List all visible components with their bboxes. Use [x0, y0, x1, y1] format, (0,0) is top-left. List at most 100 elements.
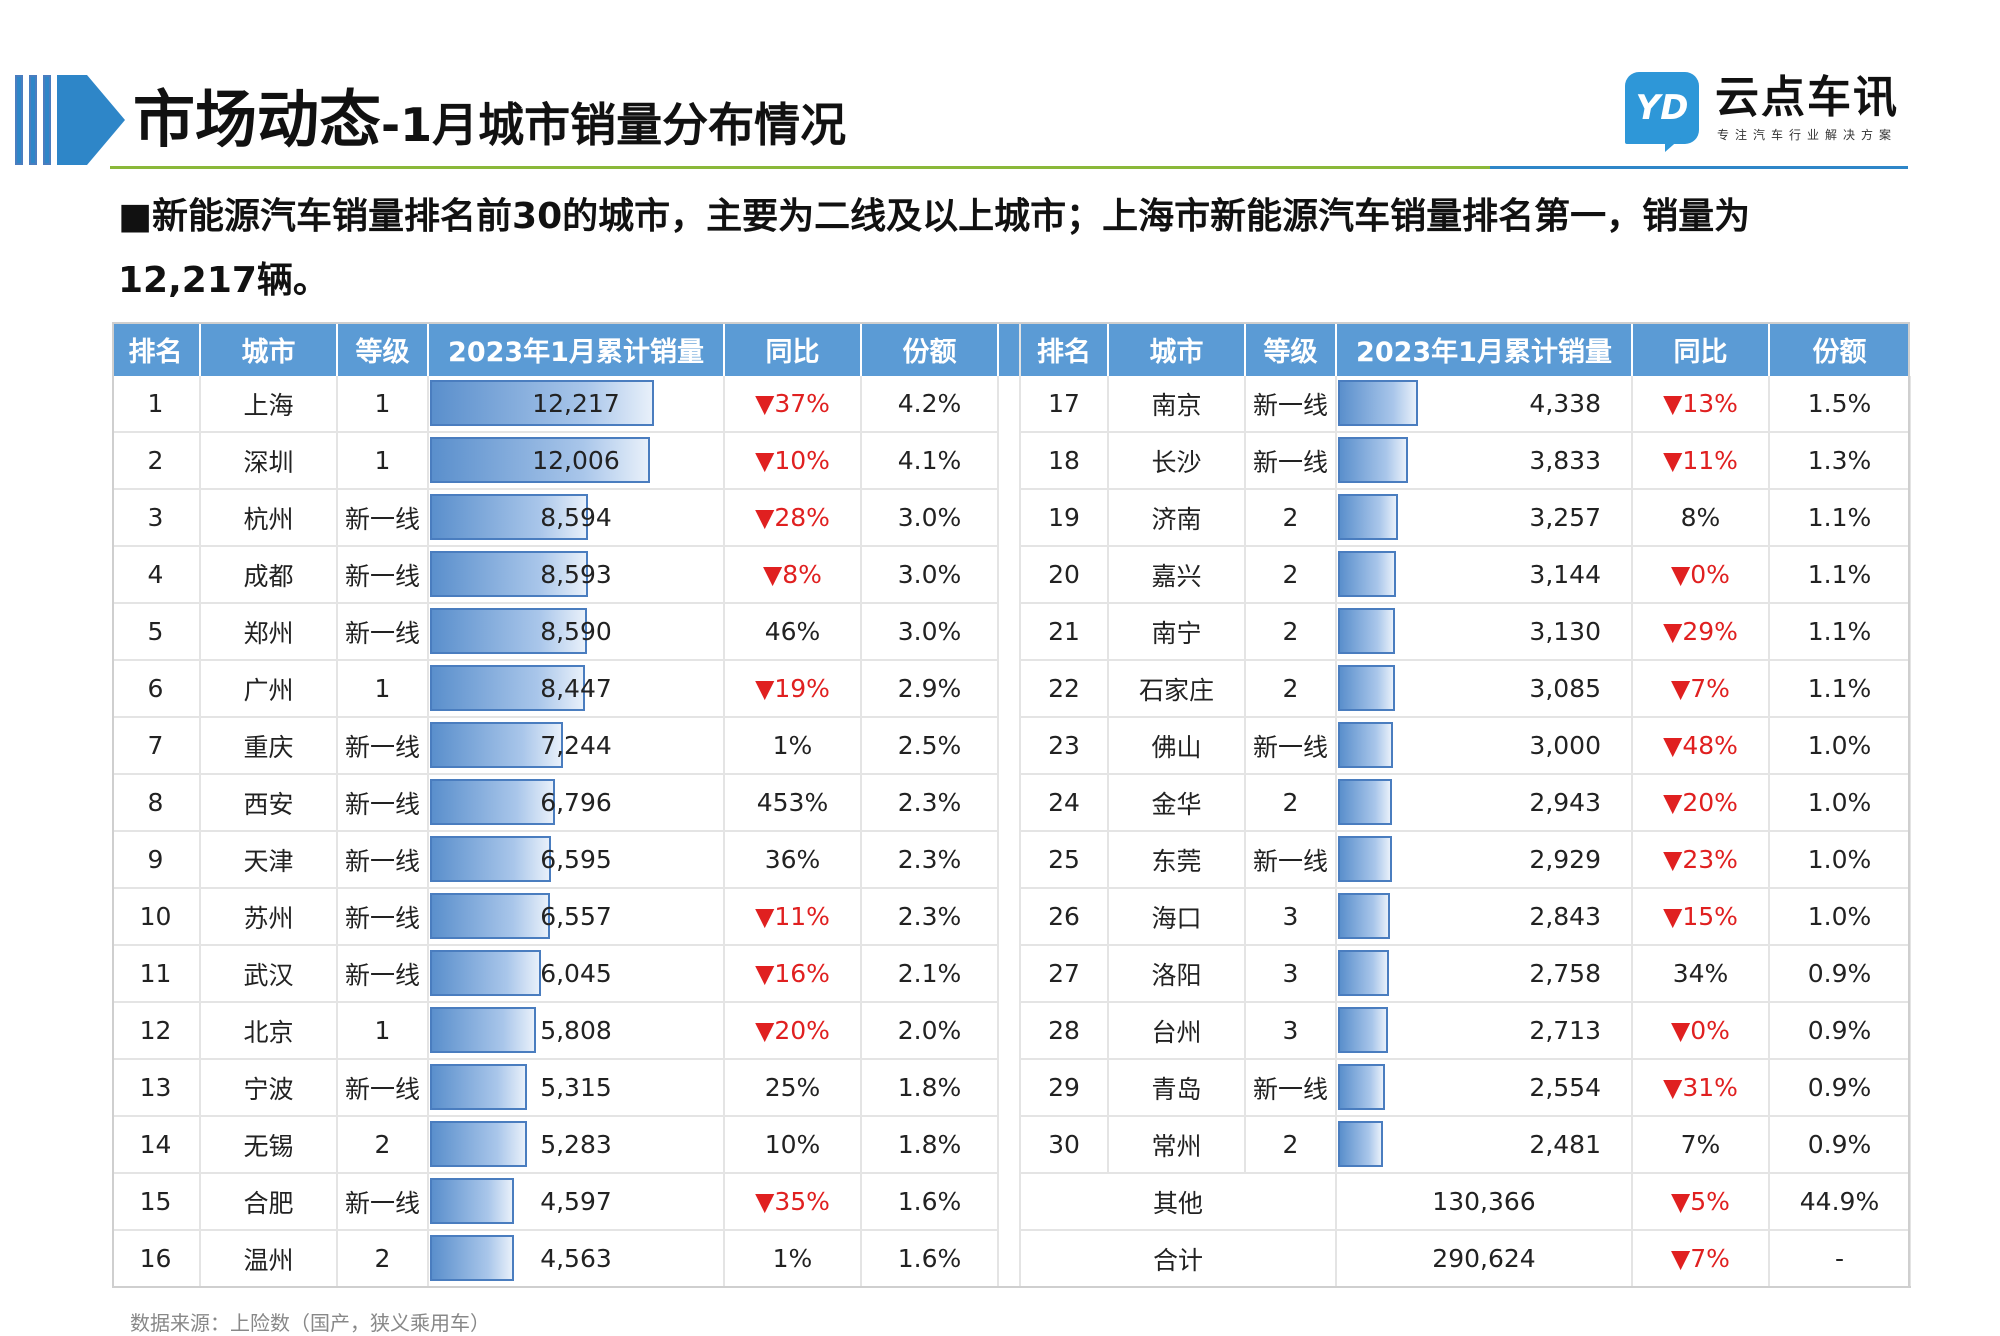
share-cell: 2.5%	[861, 717, 999, 775]
sales-value: 6,045	[540, 959, 612, 988]
header-rank: 排名	[1020, 322, 1109, 376]
sales-cell: 8,447	[428, 660, 725, 718]
share-cell: 1.1%	[1769, 603, 1911, 661]
column-gap	[998, 717, 1021, 774]
tier-cell: 新一线	[1245, 432, 1337, 490]
city-cell: 西安	[200, 774, 338, 832]
rank-cell: 10	[112, 888, 201, 946]
sales-value: 2,943	[1529, 788, 1601, 817]
column-gap	[998, 1116, 1021, 1173]
sales-bar	[1338, 779, 1392, 825]
city-cell: 武汉	[200, 945, 338, 1003]
column-gap	[998, 489, 1021, 546]
sales-value: 2,758	[1529, 959, 1601, 988]
sales-bar	[1338, 1121, 1383, 1167]
tier-cell: 新一线	[337, 888, 429, 946]
yoy-cell: ▼11%	[724, 888, 862, 946]
sales-value: 2,554	[1529, 1073, 1601, 1102]
table-row: 15 合肥 新一线 4,597 ▼35% 1.6% 其他 130,366 ▼5% 44.9%	[112, 1173, 1911, 1231]
sales-bar	[1338, 665, 1395, 711]
share-cell: 1.1%	[1769, 660, 1911, 718]
table-row: 9 天津 新一线 6,595 36% 2.3% 25 东莞 新一线 2,929 ▼23% 1.0%	[112, 831, 1911, 889]
tier-cell: 新一线	[337, 1059, 429, 1117]
rank-cell: 21	[1020, 603, 1109, 661]
sales-bar	[430, 1007, 536, 1053]
column-gap	[998, 660, 1021, 717]
yoy-cell: ▼23%	[1632, 831, 1770, 889]
header-city: 城市	[200, 322, 338, 376]
sales-bar	[1338, 893, 1390, 939]
share-cell: 1.0%	[1769, 717, 1911, 775]
summary-share-cell: 44.9%	[1769, 1173, 1911, 1231]
yoy-cell: ▼20%	[724, 1002, 862, 1060]
tier-cell: 2	[337, 1116, 429, 1174]
tier-cell: 新一线	[337, 945, 429, 1003]
logo-tagline: 专注汽车行业解决方案	[1717, 128, 1898, 142]
share-cell: 1.1%	[1769, 489, 1911, 547]
city-cell: 杭州	[200, 489, 338, 547]
sales-value: 7,244	[540, 731, 612, 760]
city-cell: 合肥	[200, 1173, 338, 1231]
yoy-cell: 7%	[1632, 1116, 1770, 1174]
city-cell: 成都	[200, 546, 338, 604]
column-gap	[998, 1173, 1021, 1230]
sales-cell: 3,000	[1336, 717, 1633, 775]
sales-cell: 2,758	[1336, 945, 1633, 1003]
rank-cell: 1	[112, 376, 201, 433]
city-cell: 苏州	[200, 888, 338, 946]
share-cell: 1.6%	[861, 1230, 999, 1288]
rank-cell: 15	[112, 1173, 201, 1231]
yoy-cell: 34%	[1632, 945, 1770, 1003]
tier-cell: 新一线	[337, 774, 429, 832]
column-gap	[998, 432, 1021, 489]
table-row: 5 郑州 新一线 8,590 46% 3.0% 21 南宁 2 3,130 ▼29% 1.1%	[112, 603, 1911, 661]
yoy-cell: ▼35%	[724, 1173, 862, 1231]
table-body: 1 上海 1 12,217 ▼37% 4.2% 17 南京 新一线 4,338 ▼13% 1.5% 2 深…	[112, 376, 1911, 1288]
tier-cell: 2	[1245, 660, 1337, 718]
summary-yoy-cell: ▼7%	[1632, 1230, 1770, 1288]
sales-cell: 4,597	[428, 1173, 725, 1231]
rank-cell: 16	[112, 1230, 201, 1288]
column-gap	[998, 546, 1021, 603]
rank-cell: 25	[1020, 831, 1109, 889]
table-row: 2 深圳 1 12,006 ▼10% 4.1% 18 长沙 新一线 3,833 ▼11% 1.3%	[112, 432, 1911, 490]
page-title-main: 市场动态	[133, 83, 382, 156]
sales-bar	[1338, 380, 1418, 426]
page-title-sub: 1月城市销量分布情况	[400, 98, 847, 152]
city-cell: 天津	[200, 831, 338, 889]
rank-cell: 26	[1020, 888, 1109, 946]
share-cell: 1.0%	[1769, 831, 1911, 889]
sales-cell: 2,713	[1336, 1002, 1633, 1060]
share-cell: 2.3%	[861, 774, 999, 832]
table-row: 12 北京 1 5,808 ▼20% 2.0% 28 台州 3 2,713 ▼0% 0.9%	[112, 1002, 1911, 1060]
tier-cell: 新一线	[337, 546, 429, 604]
yoy-cell: ▼19%	[724, 660, 862, 718]
sales-bar	[430, 1178, 514, 1224]
city-cell: 北京	[200, 1002, 338, 1060]
header-yoy: 同比	[724, 322, 862, 376]
share-cell: 1.8%	[861, 1059, 999, 1117]
yoy-cell: ▼0%	[1632, 1002, 1770, 1060]
rank-cell: 28	[1020, 1002, 1109, 1060]
sales-cell: 2,843	[1336, 888, 1633, 946]
yoy-cell: ▼28%	[724, 489, 862, 547]
rank-cell: 5	[112, 603, 201, 661]
yoy-cell: 46%	[724, 603, 862, 661]
share-cell: 2.9%	[861, 660, 999, 718]
sales-value: 5,808	[540, 1016, 612, 1045]
rank-cell: 11	[112, 945, 201, 1003]
header-tier: 等级	[337, 322, 429, 376]
tier-cell: 2	[1245, 603, 1337, 661]
tier-cell: 3	[1245, 945, 1337, 1003]
sales-value: 3,144	[1529, 560, 1601, 589]
tier-cell: 新一线	[337, 489, 429, 547]
sales-value: 3,000	[1529, 731, 1601, 760]
sales-cell: 7,244	[428, 717, 725, 775]
logo-bubble-icon	[1625, 72, 1699, 144]
sales-bar	[430, 1121, 527, 1167]
sales-value: 8,594	[540, 503, 612, 532]
sales-cell: 6,045	[428, 945, 725, 1003]
share-cell: 4.1%	[861, 432, 999, 490]
summary-sales-cell: 130,366	[1336, 1173, 1633, 1231]
page-title-sep: -	[381, 98, 401, 152]
